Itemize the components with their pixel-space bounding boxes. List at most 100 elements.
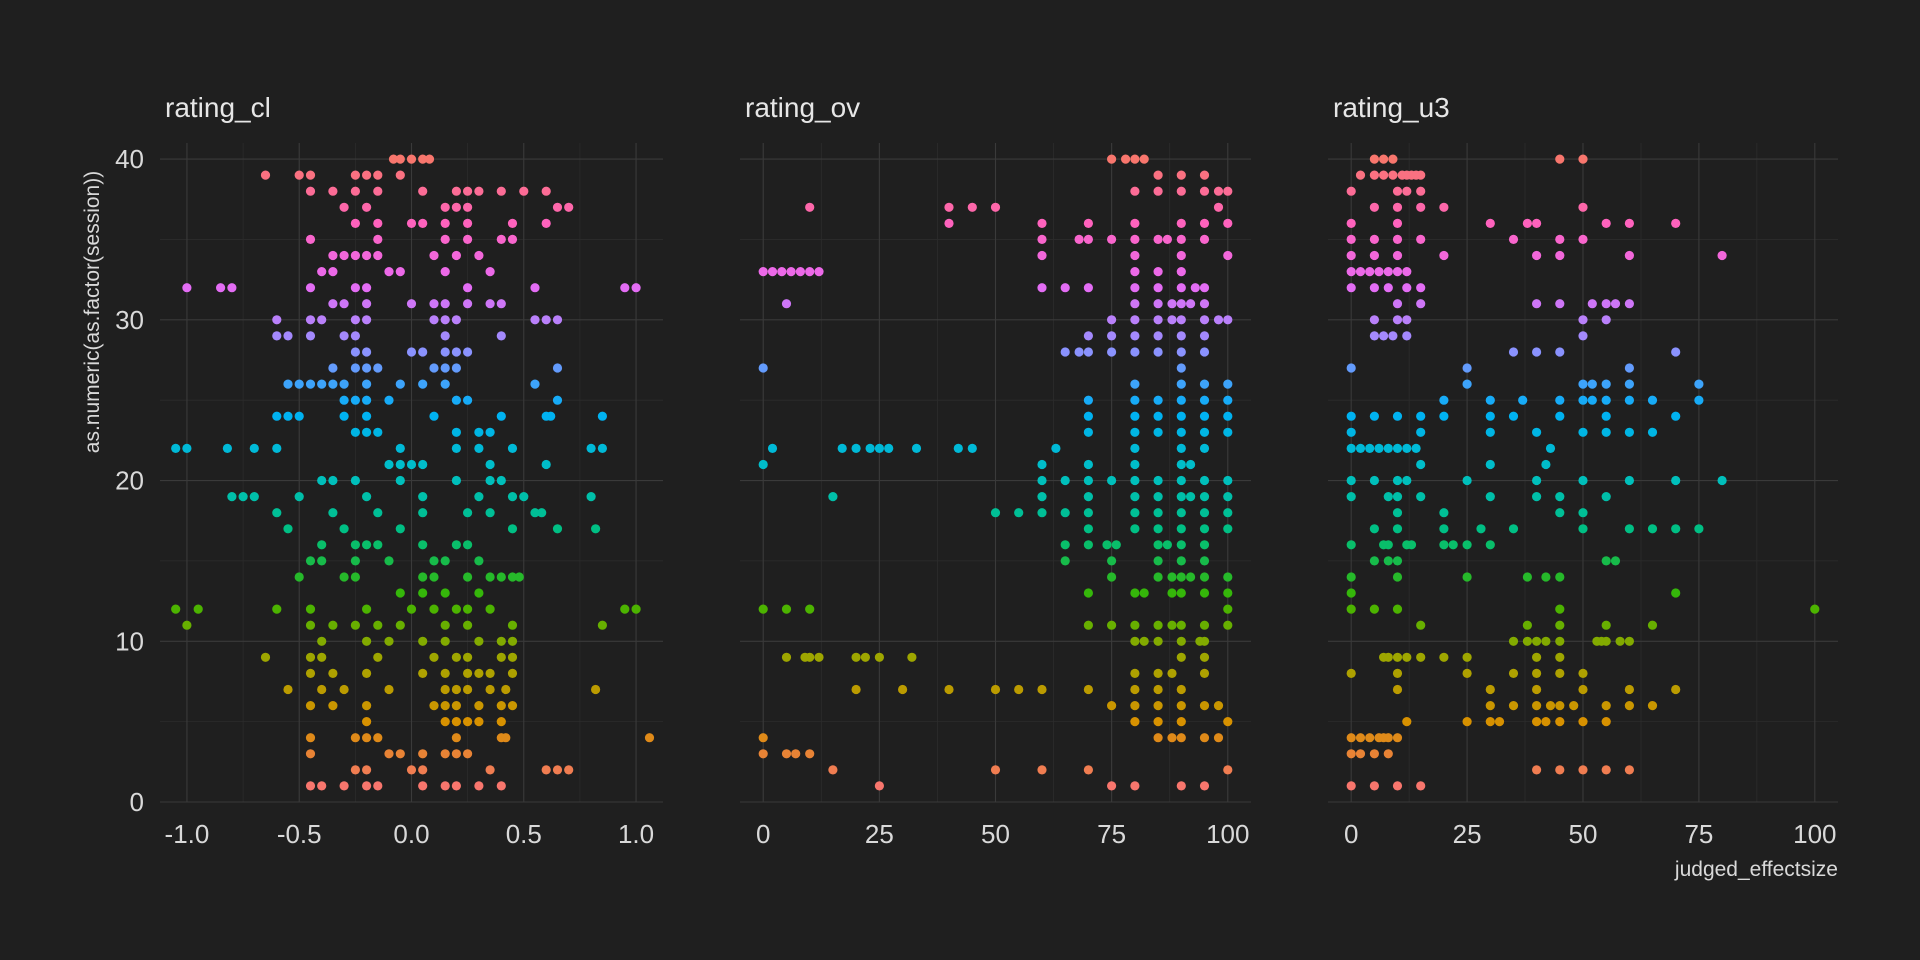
data-point bbox=[362, 492, 372, 502]
data-point bbox=[1153, 395, 1163, 405]
data-point bbox=[485, 459, 495, 470]
data-point bbox=[418, 379, 428, 389]
data-point bbox=[781, 652, 792, 662]
data-point bbox=[440, 620, 450, 630]
data-point bbox=[305, 315, 316, 325]
data-point bbox=[1121, 154, 1131, 164]
data-point bbox=[1392, 315, 1403, 325]
data-point bbox=[373, 508, 383, 518]
data-point bbox=[1383, 733, 1393, 743]
data-point bbox=[1199, 588, 1210, 598]
data-point bbox=[1176, 347, 1186, 357]
data-point bbox=[1346, 283, 1356, 293]
data-point bbox=[317, 540, 327, 550]
data-point bbox=[485, 427, 495, 437]
data-point bbox=[283, 379, 293, 389]
data-point bbox=[362, 604, 372, 614]
data-point bbox=[249, 443, 259, 453]
data-point bbox=[1083, 347, 1093, 357]
data-point bbox=[1037, 475, 1047, 486]
x-tick-label: 0 bbox=[1344, 819, 1358, 849]
data-point bbox=[1111, 540, 1121, 550]
data-point bbox=[1462, 572, 1472, 582]
data-point bbox=[1624, 379, 1634, 389]
data-point bbox=[1130, 701, 1140, 711]
data-point bbox=[1555, 154, 1565, 164]
data-point bbox=[463, 218, 473, 228]
data-point bbox=[767, 443, 778, 453]
data-point bbox=[1485, 427, 1495, 437]
data-point bbox=[305, 331, 316, 341]
data-point bbox=[1153, 572, 1163, 582]
data-point bbox=[406, 604, 417, 614]
data-point bbox=[1369, 604, 1379, 614]
data-point bbox=[1346, 492, 1356, 502]
data-point bbox=[1083, 492, 1093, 502]
data-point bbox=[1176, 411, 1186, 421]
data-point bbox=[1223, 572, 1233, 582]
data-point bbox=[424, 154, 435, 164]
data-point bbox=[1462, 668, 1472, 679]
data-point bbox=[758, 749, 768, 759]
data-point bbox=[1518, 395, 1528, 405]
data-point bbox=[1162, 540, 1172, 550]
data-point bbox=[758, 363, 768, 373]
facet-title: rating_u3 bbox=[1333, 92, 1450, 123]
data-point bbox=[1485, 218, 1495, 228]
data-point bbox=[463, 652, 473, 662]
data-point bbox=[507, 620, 518, 630]
data-point bbox=[1346, 475, 1356, 486]
data-point bbox=[1462, 540, 1472, 550]
data-point bbox=[317, 652, 327, 662]
data-point bbox=[1416, 781, 1426, 791]
data-point bbox=[791, 749, 801, 759]
data-point bbox=[485, 299, 495, 309]
data-point bbox=[541, 459, 551, 470]
data-point bbox=[1402, 283, 1412, 293]
data-point bbox=[1601, 315, 1611, 325]
data-point bbox=[1392, 572, 1403, 582]
data-point bbox=[283, 684, 293, 695]
data-point bbox=[429, 250, 439, 261]
data-point bbox=[911, 443, 922, 453]
data-point bbox=[1199, 299, 1210, 309]
data-point bbox=[350, 331, 360, 341]
data-point bbox=[406, 154, 417, 164]
data-point bbox=[1083, 218, 1093, 228]
data-point bbox=[1346, 363, 1356, 373]
data-point bbox=[1383, 652, 1393, 662]
data-point bbox=[1176, 556, 1186, 566]
data-point bbox=[1508, 636, 1519, 646]
data-point bbox=[1532, 250, 1542, 261]
data-point bbox=[317, 684, 327, 695]
data-point bbox=[1199, 395, 1210, 405]
data-point bbox=[1578, 331, 1588, 341]
data-point bbox=[1522, 218, 1532, 228]
x-axis-title: judged_effectsize bbox=[1674, 858, 1838, 881]
data-point bbox=[294, 170, 304, 180]
data-point bbox=[1416, 411, 1426, 421]
data-point bbox=[1153, 668, 1163, 679]
data-point bbox=[1369, 315, 1379, 325]
data-point bbox=[865, 443, 875, 453]
data-point bbox=[440, 331, 450, 341]
data-point bbox=[485, 267, 495, 277]
data-point bbox=[440, 684, 450, 695]
data-point bbox=[1355, 733, 1366, 743]
data-point bbox=[429, 604, 439, 614]
data-point bbox=[305, 701, 316, 711]
data-point bbox=[1555, 347, 1565, 357]
data-point bbox=[1416, 492, 1426, 502]
data-point bbox=[429, 701, 439, 711]
data-point bbox=[1578, 524, 1588, 534]
data-point bbox=[1037, 218, 1047, 228]
data-point bbox=[1671, 588, 1681, 598]
data-point bbox=[1555, 701, 1565, 711]
data-point bbox=[451, 701, 461, 711]
data-point bbox=[1199, 331, 1210, 341]
data-point bbox=[1485, 717, 1495, 727]
data-point bbox=[1379, 154, 1389, 164]
data-point bbox=[1624, 524, 1634, 534]
data-point bbox=[828, 492, 838, 502]
